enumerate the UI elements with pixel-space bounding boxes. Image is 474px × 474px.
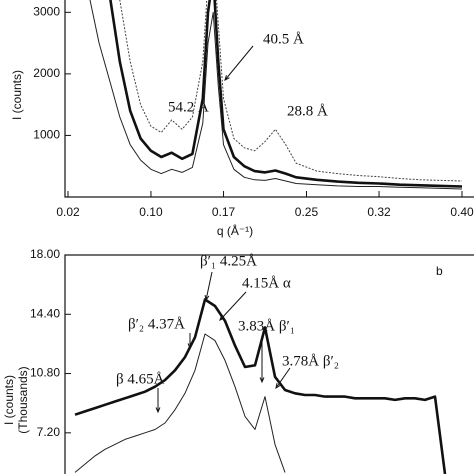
y-tick-label: 1000	[33, 128, 60, 142]
x-axis-label: q (Å⁻¹)	[217, 223, 253, 238]
x-tick-label: 0.25	[295, 205, 319, 219]
annotation: 40.5 Å	[263, 31, 304, 47]
arrow-shaft	[224, 45, 254, 81]
y-tick-label: 2000	[33, 66, 60, 80]
arrow-head	[155, 407, 161, 414]
arrow-shaft	[205, 271, 213, 301]
x-tick-label: 0.32	[367, 205, 391, 219]
data-line	[89, 0, 463, 190]
data-line	[74, 333, 286, 473]
annotation: β′₁ 4.25Å	[200, 253, 257, 269]
arrow-head	[219, 315, 225, 321]
arrow-head	[204, 294, 210, 302]
annotation: 28.8 Å	[287, 103, 328, 119]
y-axis-unit: (Thousands)	[16, 366, 30, 433]
annotation: 3.78Å β′₂	[282, 353, 339, 369]
frame-a	[64, 0, 474, 198]
annotation: 3.83Å β′₁	[238, 318, 295, 334]
arrow-shaft	[219, 291, 247, 321]
y-tick-label: 14.40	[30, 306, 60, 320]
arrow-shaft	[275, 367, 291, 389]
frame-b	[64, 254, 474, 474]
panel-label: b	[436, 264, 443, 278]
y-tick-label: 10.80	[30, 366, 60, 380]
x-tick-label: 0.40	[450, 205, 474, 219]
annotation: β′₂ 4.37Å	[128, 316, 185, 332]
annotation: β 4.65Å	[116, 371, 165, 387]
y-axis-label: I (counts)	[2, 375, 16, 425]
y-tick-label: 7.20	[37, 425, 61, 439]
data-line	[109, 0, 463, 188]
arrow-head	[259, 377, 265, 384]
y-tick-label: 18.00	[30, 247, 60, 261]
y-tick-label: 3000	[33, 4, 60, 18]
annotation: 4.15Å α	[242, 275, 291, 291]
data-line	[74, 298, 447, 474]
arrow-head	[224, 75, 230, 81]
x-tick-label: 0.17	[212, 205, 236, 219]
data-line	[119, 0, 463, 182]
y-axis-label: I (counts)	[10, 70, 24, 120]
annotation: 54.2 Å	[168, 99, 209, 115]
arrow-head	[187, 343, 193, 350]
x-tick-label: 0.02	[56, 205, 80, 219]
arrow-head	[275, 383, 281, 390]
x-tick-label: 0.10	[139, 205, 163, 219]
